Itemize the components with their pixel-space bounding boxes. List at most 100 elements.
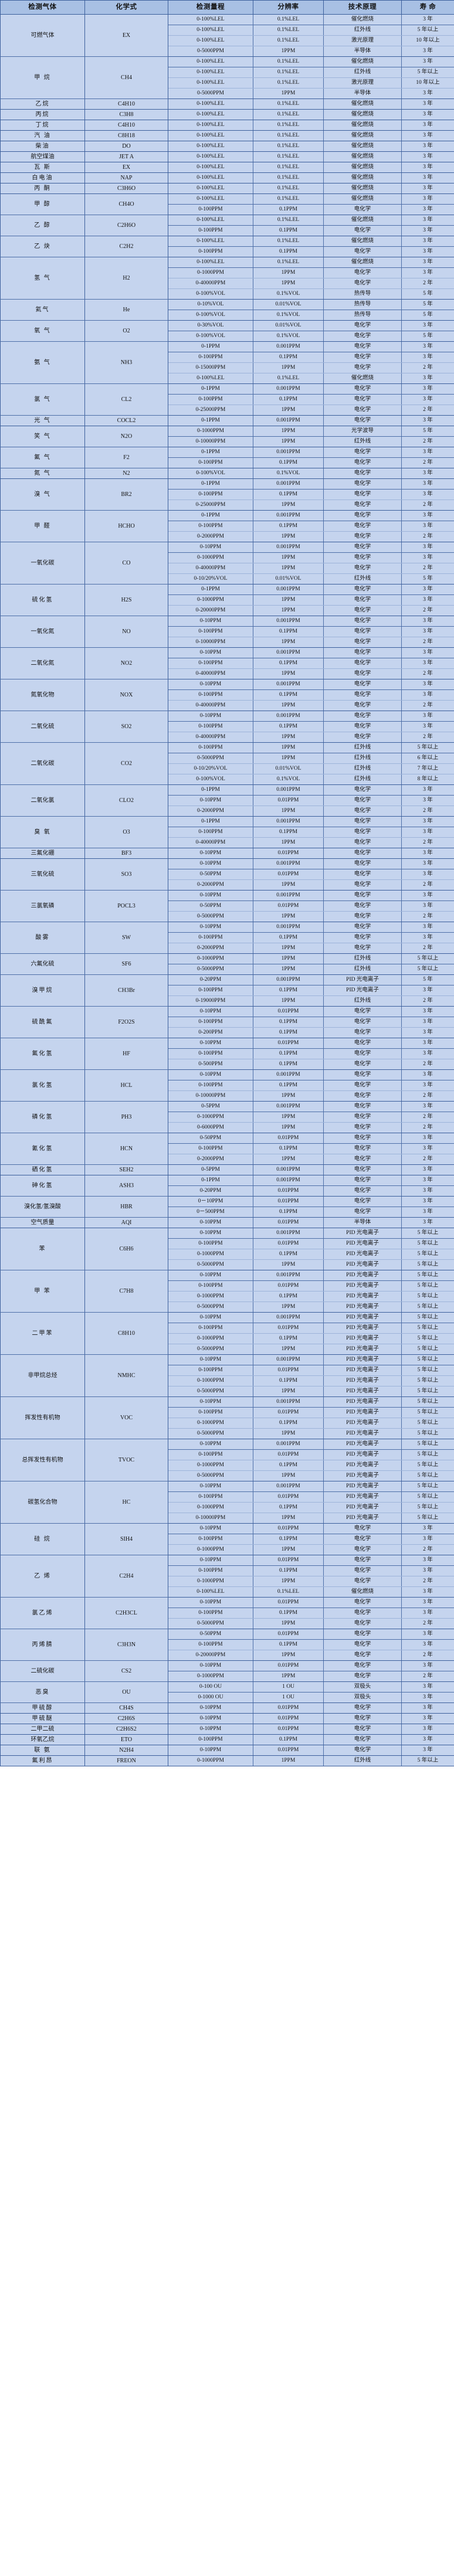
- lifetime-cell: 3 年: [401, 1702, 454, 1714]
- table-row: 溴甲烷 CH3Br 0-20PPM 0.001PPM PID 光电离子 5 年: [0, 974, 454, 1007]
- resolution-cell: 0.001PPM: [253, 510, 324, 521]
- table-row: 0-100PPM 0.1PPM 电化学 2 年: [1, 457, 454, 468]
- table-row: 0-1000PPM 1PPM 电化学 3 年: [1, 552, 454, 563]
- range-cell: 0-20PPM: [168, 974, 253, 985]
- table-row: 0-20000PPM 1PPM 电化学 2 年: [1, 1650, 454, 1661]
- lifetime-cell: 5 年以上: [401, 1312, 454, 1323]
- principle-cell: 催化燃烧: [323, 1586, 402, 1598]
- lifetime-cell: 5 年: [401, 288, 454, 300]
- table-row: 甲 烷 CH4 0-100%LEL 0.1%LEL 催化燃烧 3 年: [0, 56, 454, 99]
- resolution-cell: 0.1PPM: [253, 204, 324, 215]
- chemical-formula-cell: N2: [84, 468, 168, 479]
- table-row: 0-100PPM 0.1PPM 电化学 3 年: [1, 721, 454, 732]
- lifetime-cell: 3 年: [401, 1217, 454, 1228]
- principle-cell: 电化学: [323, 510, 402, 521]
- resolution-cell: 0.1PPM: [253, 626, 324, 637]
- lifetime-cell: 3 年: [401, 711, 454, 722]
- lifetime-cell: 3 年: [401, 1133, 454, 1144]
- lifetime-cell: 3 年: [401, 932, 454, 943]
- lifetime-cell: 3 年: [401, 215, 454, 226]
- lifetime-cell: 5 年以上: [401, 1280, 454, 1292]
- chemical-formula-cell: SF6: [84, 953, 168, 975]
- table-row: 联 氨 N2H4 0-10PPM 0.01PPM 电化学 3 年: [0, 1745, 454, 1756]
- range-cell: 0-1000PPM: [168, 1249, 253, 1260]
- principle-cell: 电化学: [323, 679, 402, 690]
- table-row: 0-5000PPM 1PPM PID 光电离子 5 年以上: [1, 1301, 454, 1313]
- principle-cell: 电化学: [323, 415, 402, 426]
- table-row: 0-2000PPM 1PPM 电化学 2 年: [1, 806, 454, 817]
- range-cell: 0-100%VOL: [168, 310, 253, 321]
- range-cell: 0-1PPM: [168, 415, 253, 426]
- chemical-formula-cell: CH3Br: [84, 974, 168, 1007]
- resolution-cell: 0.001PPM: [253, 858, 324, 869]
- lifetime-cell: 3 年: [401, 679, 454, 690]
- principle-cell: 催化燃烧: [323, 172, 402, 183]
- chemical-formula-cell: BF3: [84, 848, 168, 859]
- chemical-formula-cell: H2S: [84, 584, 168, 616]
- principle-cell: 电化学: [323, 478, 402, 490]
- range-cell: 0-2000PPM: [168, 531, 253, 542]
- table-row: 0-5000PPM 1PPM PID 光电离子 5 年以上: [1, 1428, 454, 1439]
- col-header-range: 检测量程: [168, 0, 253, 15]
- lifetime-cell: 3 年: [401, 1038, 454, 1049]
- resolution-cell: 1PPM: [253, 1344, 324, 1355]
- resolution-cell: 1PPM: [253, 742, 324, 753]
- principle-cell: 红外线: [323, 742, 402, 753]
- principle-cell: 电化学: [323, 457, 402, 468]
- gas-name-cell: 汽 油: [0, 130, 85, 141]
- range-cell: 0-5000PPM: [168, 1386, 253, 1397]
- table-row: 0-100PPM 0.1PPM 电化学 3 年: [1, 1534, 454, 1545]
- lifetime-cell: 5 年以上: [401, 1333, 454, 1344]
- range-cell: 0-1PPM: [168, 510, 253, 521]
- lifetime-cell: 2 年: [401, 837, 454, 848]
- range-cell: 0-100PPM: [168, 204, 253, 215]
- table-row: 0-1000PPM 0.1PPM PID 光电离子 5 年以上: [1, 1333, 454, 1344]
- resolution-cell: 0.001PPM: [253, 616, 324, 627]
- principle-cell: PID 光电离子: [323, 1439, 402, 1450]
- lifetime-cell: 2 年: [401, 1059, 454, 1070]
- chemical-formula-cell: C2H6S2: [84, 1724, 168, 1735]
- resolution-cell: 0.001PPM: [253, 1354, 324, 1365]
- principle-cell: PID 光电离子: [323, 1375, 402, 1386]
- resolution-cell: 0.1PPM: [253, 1734, 324, 1745]
- range-cell: 0-100PPM: [168, 658, 253, 669]
- table-row: 0－500PPM 0.1PPM 电化学 3 年: [1, 1207, 454, 1218]
- range-cell: 0-100PPM: [168, 626, 253, 637]
- lifetime-cell: 5 年以上: [401, 1428, 454, 1439]
- range-cell: 0-100%LEL: [168, 257, 253, 268]
- principle-cell: PID 光电离子: [323, 1449, 402, 1460]
- resolution-cell: 1PPM: [253, 1650, 324, 1661]
- table-row: 乙 烯 C2H4 0-10PPM 0.01PPM 电化学 3 年: [0, 1555, 454, 1598]
- principle-cell: 电化学: [323, 1734, 402, 1745]
- principle-cell: 电化学: [323, 1175, 402, 1186]
- principle-cell: PID 光电离子: [323, 1259, 402, 1270]
- lifetime-cell: 3 年: [401, 1608, 454, 1619]
- range-cell: 0-50PPM: [168, 1629, 253, 1640]
- col-header-lifetime: 寿 命: [401, 0, 454, 15]
- resolution-cell: 0.1%LEL: [253, 151, 324, 162]
- range-cell: 0-1PPM: [168, 816, 253, 827]
- table-row: 三氟化硼 BF3 0-10PPM 0.01PPM 电化学 3 年: [0, 848, 454, 859]
- principle-cell: 热传导: [323, 310, 402, 321]
- table-row: 0-1000PPM 0.1PPM PID 光电离子 5 年以上: [1, 1460, 454, 1471]
- lifetime-cell: 3 年: [401, 1724, 454, 1735]
- chemical-formula-cell: NAP: [84, 172, 168, 183]
- principle-cell: 电化学: [323, 911, 402, 922]
- table-row: 溴 气 BR2 0-1PPM 0.001PPM 电化学 3 年: [0, 478, 454, 511]
- range-cell: 0－10PPM: [168, 1196, 253, 1207]
- table-row: 三氯氧磷 POCL3 0-10PPM 0.001PPM 电化学 3 年: [0, 890, 454, 922]
- chemical-formula-cell: FREON: [84, 1755, 168, 1766]
- chemical-formula-cell: H2: [84, 257, 168, 300]
- range-cell: 0-100%LEL: [168, 193, 253, 205]
- range-cell: 0-100PPM: [168, 1365, 253, 1376]
- lifetime-cell: 5 年: [401, 310, 454, 321]
- principle-cell: PID 光电离子: [323, 1238, 402, 1249]
- lifetime-cell: 3 年: [401, 267, 454, 278]
- resolution-cell: 1PPM: [253, 1386, 324, 1397]
- range-cell: 0-100PPM: [168, 1491, 253, 1503]
- range-cell: 0-1000PPM: [168, 1333, 253, 1344]
- table-row: 0-15000PPM 1PPM 电化学 2 年: [1, 362, 454, 373]
- lifetime-cell: 3 年: [401, 1597, 454, 1608]
- range-cell: 0-100%LEL: [168, 109, 253, 120]
- range-cell: 0-20000PPM: [168, 1650, 253, 1661]
